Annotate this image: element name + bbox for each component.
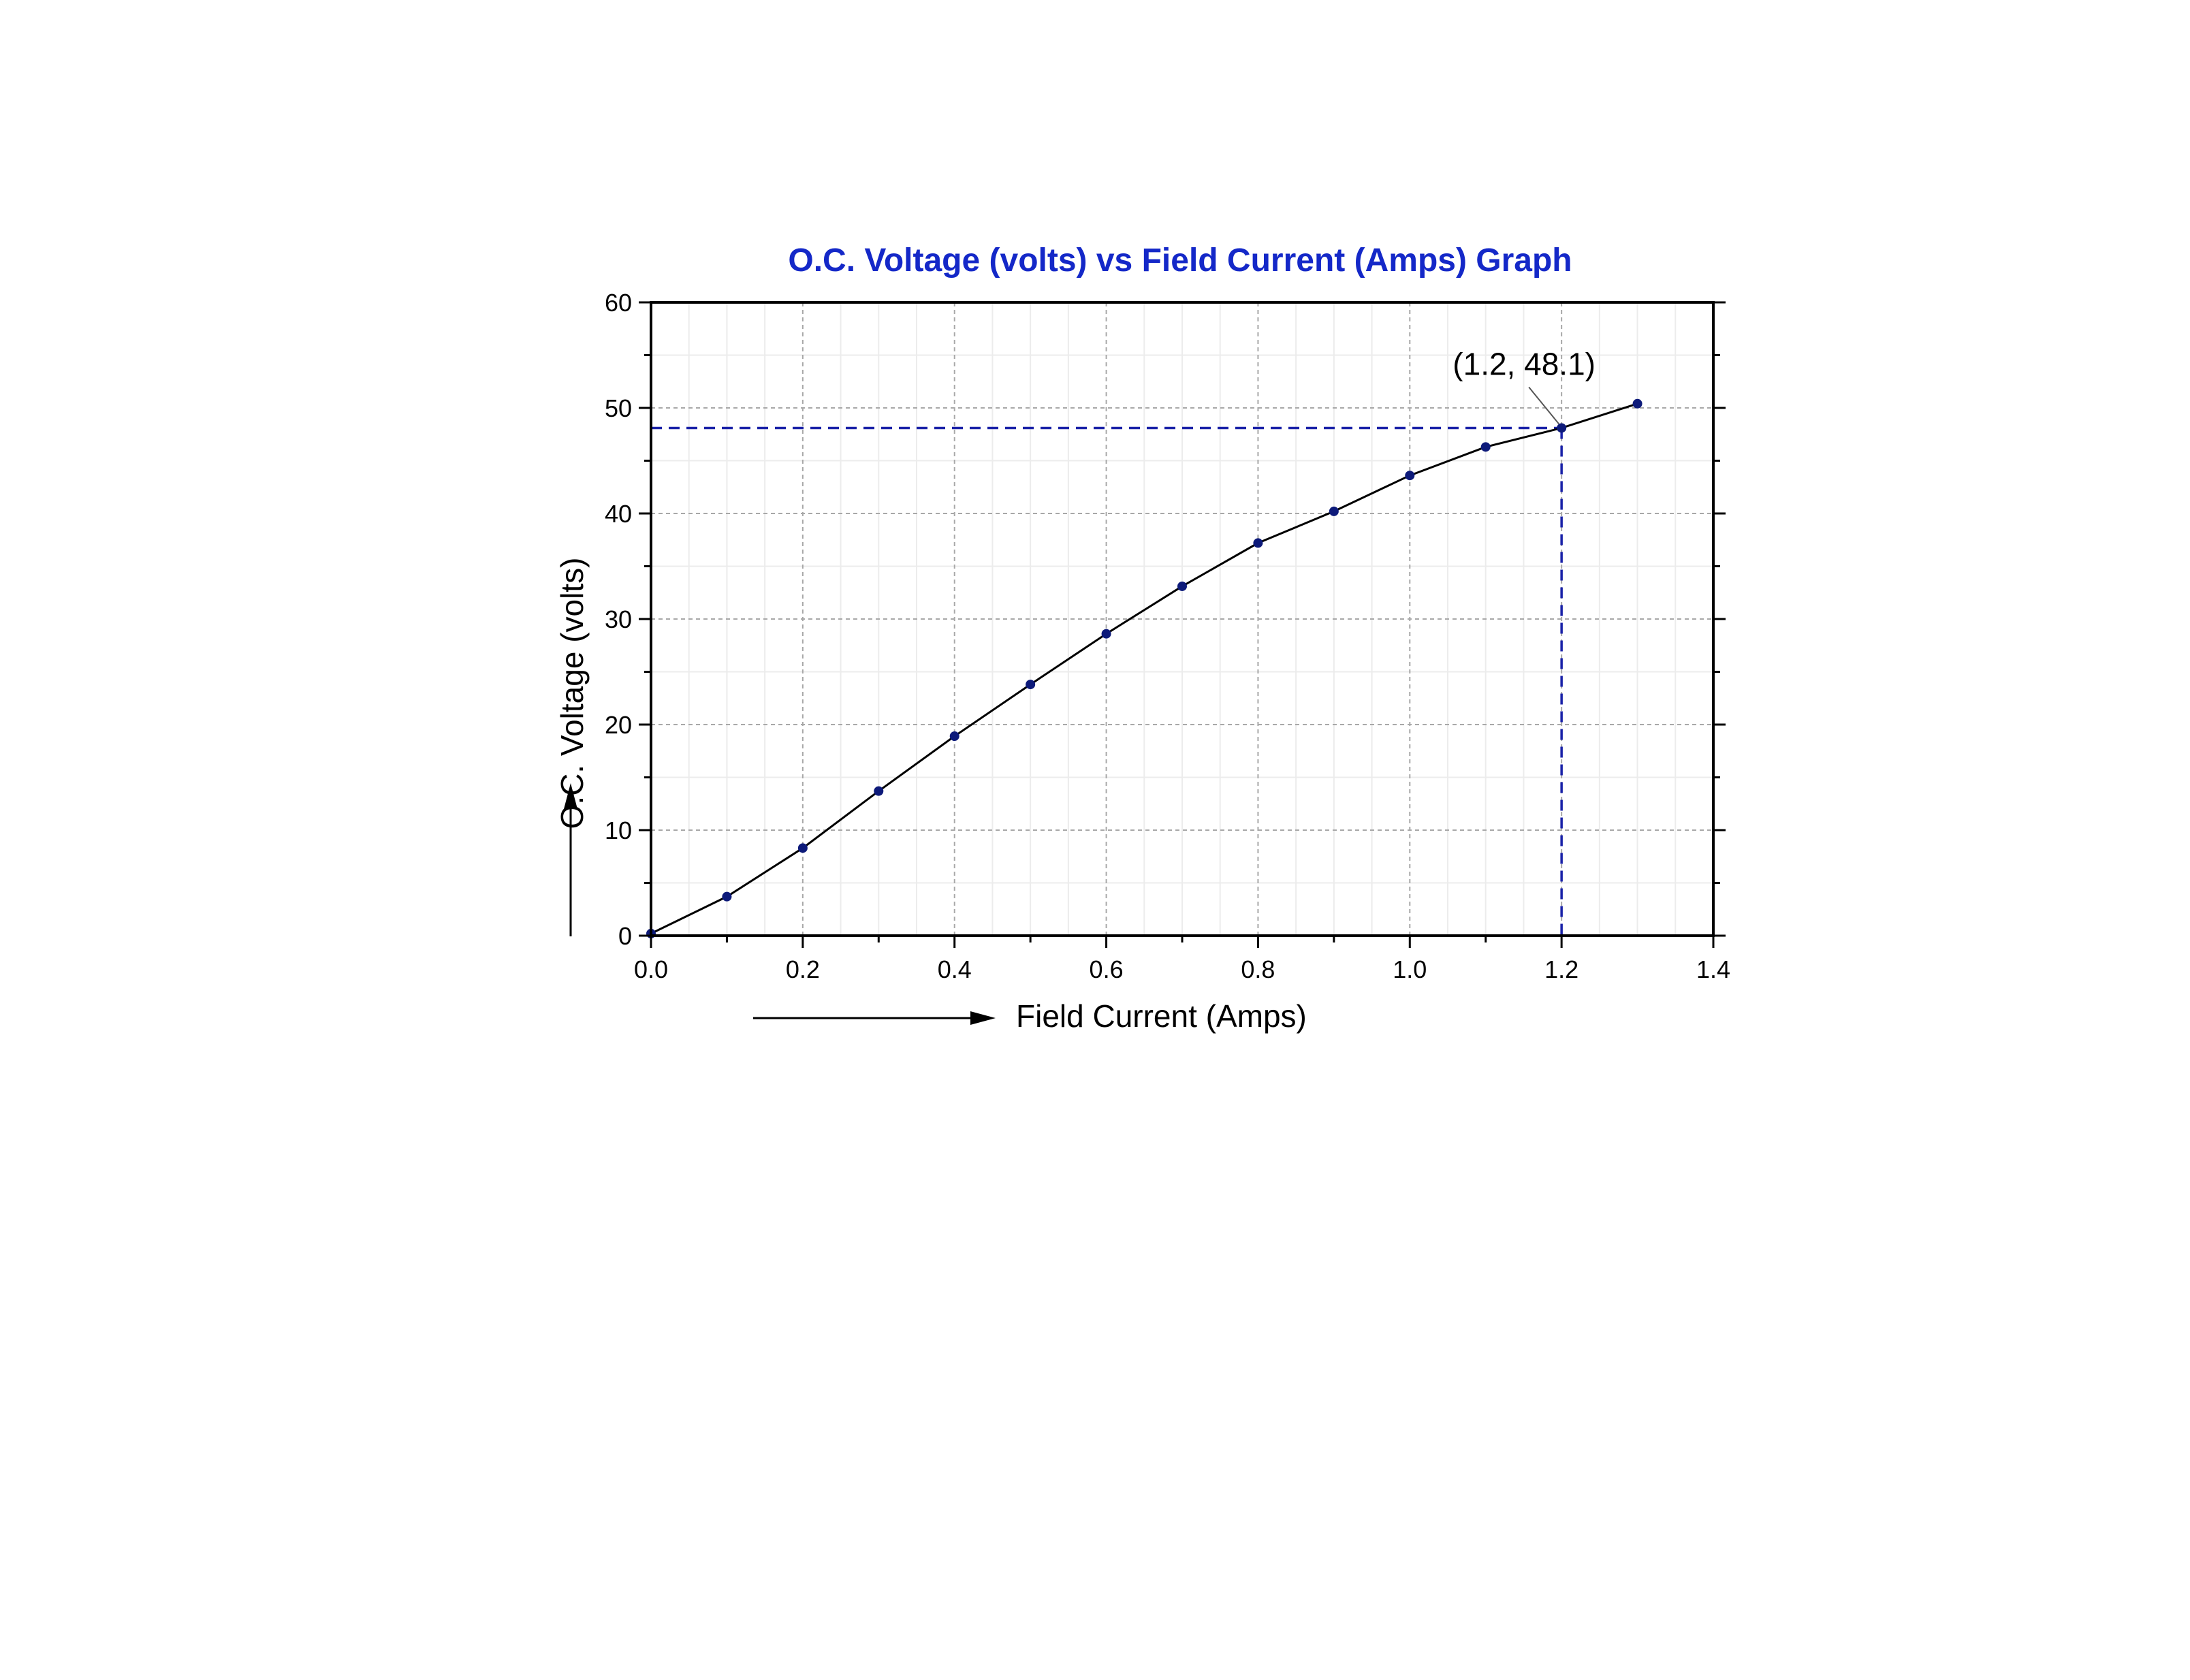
- y-tick-label: 10: [605, 817, 632, 844]
- data-point: [1177, 581, 1187, 591]
- x-tick-label: 0.6: [1090, 955, 1124, 983]
- data-point: [1632, 398, 1642, 409]
- data-point: [797, 843, 808, 853]
- data-point: [1253, 538, 1263, 548]
- y-tick-label: 50: [605, 394, 632, 422]
- y-tick-label: 30: [605, 605, 632, 633]
- data-point: [1480, 442, 1491, 452]
- annotation-label: (1.2, 48.1): [1453, 346, 1596, 381]
- x-tick-label: 1.2: [1544, 955, 1578, 983]
- series-line: [650, 402, 1638, 935]
- data-point: [949, 731, 959, 742]
- reference-lines: [651, 426, 1563, 936]
- annotation-leader-line: [1528, 386, 1559, 425]
- x-tick-label: 1.4: [1696, 955, 1730, 983]
- data-point: [874, 786, 884, 796]
- x-axis-title: Field Current (Amps): [1016, 998, 1307, 1034]
- grid: [651, 302, 1713, 936]
- chart-title: O.C. Voltage (volts) vs Field Current (A…: [788, 242, 1572, 279]
- y-tick-label: 0: [618, 922, 632, 950]
- data-point: [1557, 423, 1567, 433]
- y-axis-arrowhead: [564, 783, 577, 809]
- data-point: [722, 891, 732, 902]
- ticks: 0.0 0.2 0.4 0.6 0.8 1.0 1.2 1.4 0 10 20 30 40 50 60: [605, 289, 1730, 983]
- data-point: [1405, 471, 1415, 481]
- x-tick-label: 0.4: [938, 955, 972, 983]
- y-axis-title: O.C. Voltage (volts): [554, 558, 590, 829]
- data-point: [1101, 629, 1111, 639]
- x-tick-label: 0.2: [786, 955, 820, 983]
- data-point: [1026, 680, 1036, 690]
- x-tick-label: 0.8: [1241, 955, 1275, 983]
- y-tick-label: 60: [605, 289, 632, 317]
- data-point: [1329, 506, 1339, 516]
- y-tick-label: 20: [605, 711, 632, 739]
- x-tick-label: 1.0: [1393, 955, 1427, 983]
- y-tick-label: 40: [605, 500, 632, 528]
- x-tick-label: 0.0: [634, 955, 668, 983]
- x-axis-arrowhead: [970, 1011, 996, 1025]
